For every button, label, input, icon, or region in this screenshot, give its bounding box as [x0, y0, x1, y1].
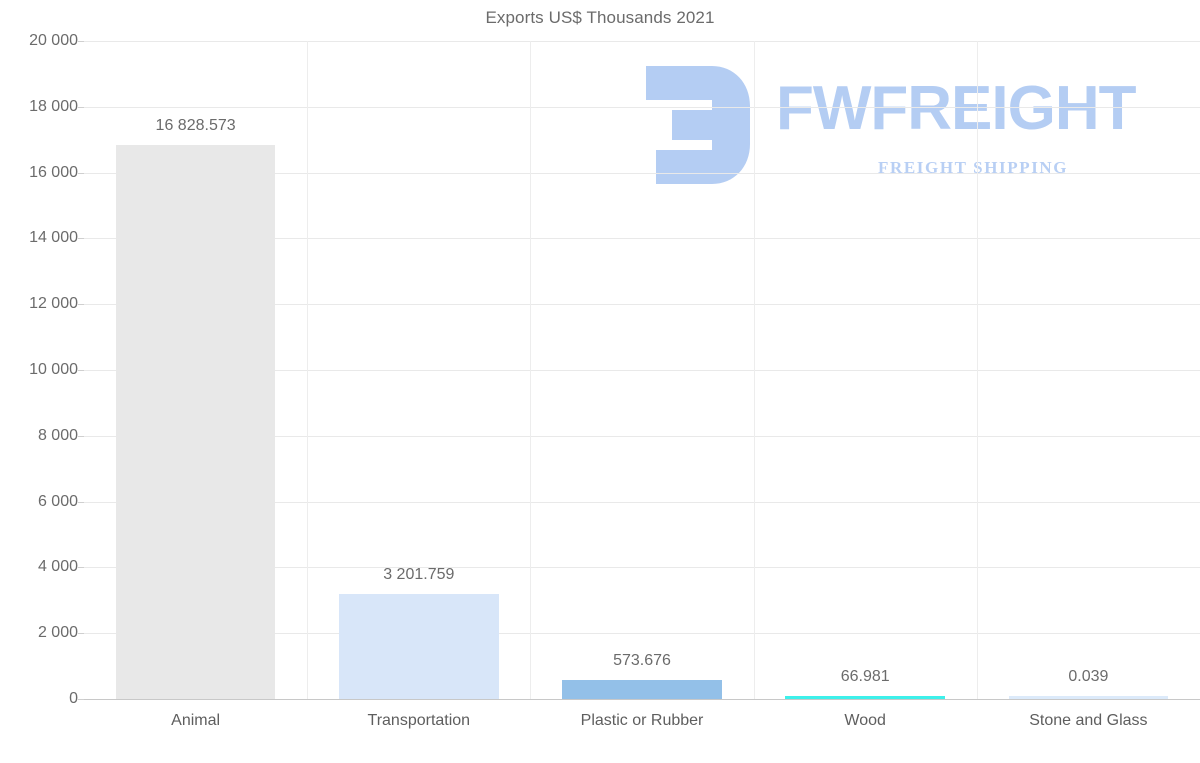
y-tick-mark: [78, 106, 84, 108]
y-tick-mark: [78, 304, 84, 306]
y-axis-tick-label: 0: [69, 690, 78, 707]
y-tick-mark: [78, 567, 84, 569]
y-gridline: [84, 304, 1200, 306]
y-axis-tick-label: 4 000: [37, 558, 78, 576]
y-axis-tick-label: 10 000: [29, 361, 78, 378]
y-axis-tick-label: 16 000: [29, 163, 78, 181]
y-gridline: [84, 633, 1200, 635]
bar-value-label: 573.676: [613, 652, 671, 670]
x-axis-tick-label: Stone and Glass: [1029, 712, 1148, 729]
y-axis-tick-label: 2 000: [37, 624, 78, 642]
bar-value-label: 3 201.759: [383, 565, 455, 583]
y-gridline: [84, 501, 1200, 503]
x-axis-tick-label: Wood: [844, 712, 886, 729]
y-tick-mark: [78, 172, 84, 174]
y-tick-mark: [78, 633, 84, 635]
y-tick-mark: [78, 370, 84, 371]
y-axis-tick-label: 6 000: [37, 492, 78, 510]
y-tick-mark: [78, 501, 84, 503]
chart-title: Exports US$ Thousands 2021: [485, 8, 715, 27]
x-gridline: [753, 41, 755, 699]
x-axis-tick-label: Transportation: [367, 712, 471, 729]
y-gridline: [84, 172, 1200, 174]
y-gridline: [84, 106, 1200, 108]
y-axis-tick-label: 20 000: [29, 32, 78, 49]
y-gridline: [84, 238, 1200, 240]
y-axis-tick-label: 18 000: [29, 97, 78, 115]
y-tick-mark: [78, 699, 84, 700]
y-gridline: [84, 41, 1200, 42]
y-axis-tick-label: 12 000: [29, 295, 78, 313]
y-axis-tick-label: 8 000: [37, 426, 78, 444]
bar-stone-and-glass[interactable]: [1008, 696, 1169, 699]
y-gridline: [84, 567, 1200, 569]
x-gridline: [976, 41, 978, 699]
x-axis-tick-label: Plastic or Rubber: [580, 712, 704, 729]
plot-area: [78, 41, 1200, 700]
x-gridline: [307, 41, 309, 699]
y-gridline: [84, 699, 1200, 700]
y-tick-mark: [78, 435, 84, 437]
x-axis-tick-label: Animal: [171, 712, 221, 729]
bar-value-label: 16 828.573: [155, 117, 236, 135]
bar-value-label: 0.039: [1068, 668, 1109, 685]
x-gridline: [530, 41, 532, 699]
bar-wood[interactable]: [785, 696, 945, 699]
bar-transportation[interactable]: [339, 593, 499, 699]
y-tick-mark: [78, 238, 84, 240]
y-tick-mark: [78, 41, 84, 42]
y-gridline: [84, 435, 1200, 437]
bar-animal[interactable]: [115, 145, 276, 699]
y-gridline: [84, 370, 1200, 371]
y-axis-tick-label: 14 000: [29, 229, 78, 247]
bar-value-label: 66.981: [840, 668, 890, 685]
bar-plastic-or-rubber[interactable]: [562, 680, 722, 699]
